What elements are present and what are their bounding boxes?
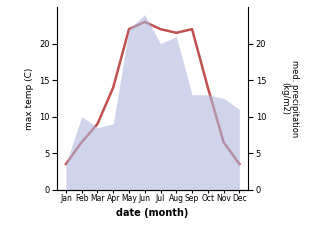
Y-axis label: max temp (C): max temp (C) (24, 67, 33, 130)
X-axis label: date (month): date (month) (116, 208, 189, 218)
Y-axis label: med. precipitation
(kg/m2): med. precipitation (kg/m2) (280, 60, 300, 137)
